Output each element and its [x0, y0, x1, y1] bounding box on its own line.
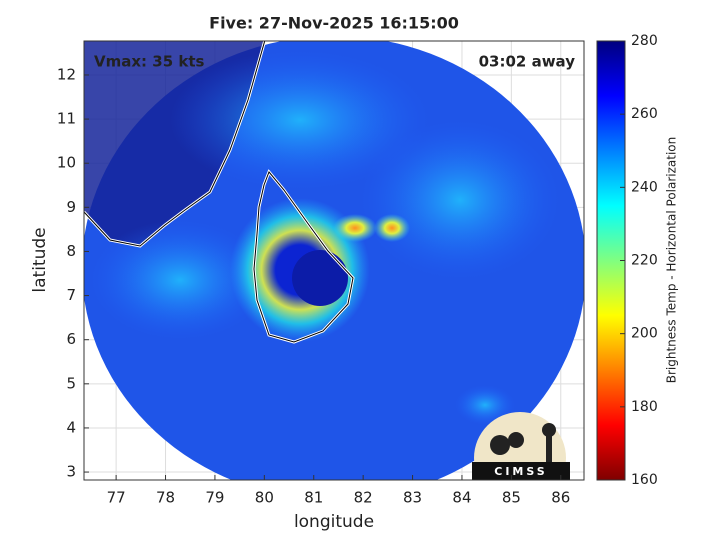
colorbar-tick-label: 180 — [631, 399, 658, 415]
x-tick-label: 79 — [205, 489, 224, 507]
colorbar-tick-label: 240 — [631, 179, 658, 195]
x-axis-label: longitude — [294, 512, 374, 532]
y-tick-label: 10 — [57, 154, 76, 172]
logo-text: CIMSS — [494, 465, 547, 478]
y-tick-label: 12 — [57, 65, 76, 83]
map-image: CIMSS — [84, 41, 584, 480]
x-tick-label: 85 — [502, 489, 521, 507]
x-tick-label: 80 — [255, 489, 274, 507]
y-tick-label: 8 — [66, 242, 76, 260]
annotation: Vmax: 35 kts — [94, 53, 204, 71]
y-tick-label: 3 — [66, 463, 76, 481]
x-tick-label: 78 — [156, 489, 175, 507]
colorbar-tick-label: 280 — [631, 33, 658, 49]
annotation: 03:02 away — [479, 53, 576, 71]
y-tick-label: 5 — [66, 374, 76, 392]
x-tick-label: 83 — [403, 489, 422, 507]
x-tick-label: 82 — [354, 489, 373, 507]
colorbar-label: Brightness Temp - Horizontal Polarizatio… — [665, 137, 679, 384]
y-tick-label: 6 — [66, 330, 76, 348]
x-tick-label: 86 — [551, 489, 570, 507]
y-tick-label: 11 — [57, 110, 76, 128]
x-tick-label: 81 — [304, 489, 323, 507]
y-tick-label: 4 — [66, 418, 76, 436]
colorbar-tick-label: 220 — [631, 253, 658, 269]
colorbar-tick-label: 160 — [631, 472, 658, 488]
logo-band — [472, 462, 570, 480]
x-tick-label: 84 — [452, 489, 471, 507]
x-tick-label: 77 — [107, 489, 126, 507]
colorbar-tick-label: 260 — [631, 106, 658, 122]
plot-frame — [83, 40, 585, 481]
y-tick-label: 7 — [66, 286, 76, 304]
colorbar-tick-label: 200 — [631, 326, 658, 342]
chart-title: Five: 27-Nov-2025 16:15:00 — [209, 14, 459, 33]
y-tick-label: 9 — [66, 198, 76, 216]
y-axis-label: latitude — [30, 227, 50, 292]
